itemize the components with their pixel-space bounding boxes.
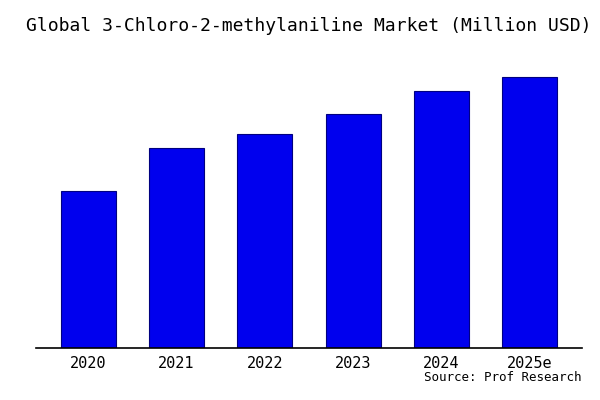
Bar — [326, 114, 380, 348]
Bar — [502, 76, 557, 348]
Title: Global 3-Chloro-2-methylaniline Market (Million USD): Global 3-Chloro-2-methylaniline Market (… — [26, 17, 592, 35]
Bar — [149, 148, 204, 348]
Bar — [238, 134, 292, 348]
Bar — [414, 91, 469, 348]
Bar — [61, 191, 116, 348]
Text: Source: Prof Research: Source: Prof Research — [425, 371, 582, 384]
